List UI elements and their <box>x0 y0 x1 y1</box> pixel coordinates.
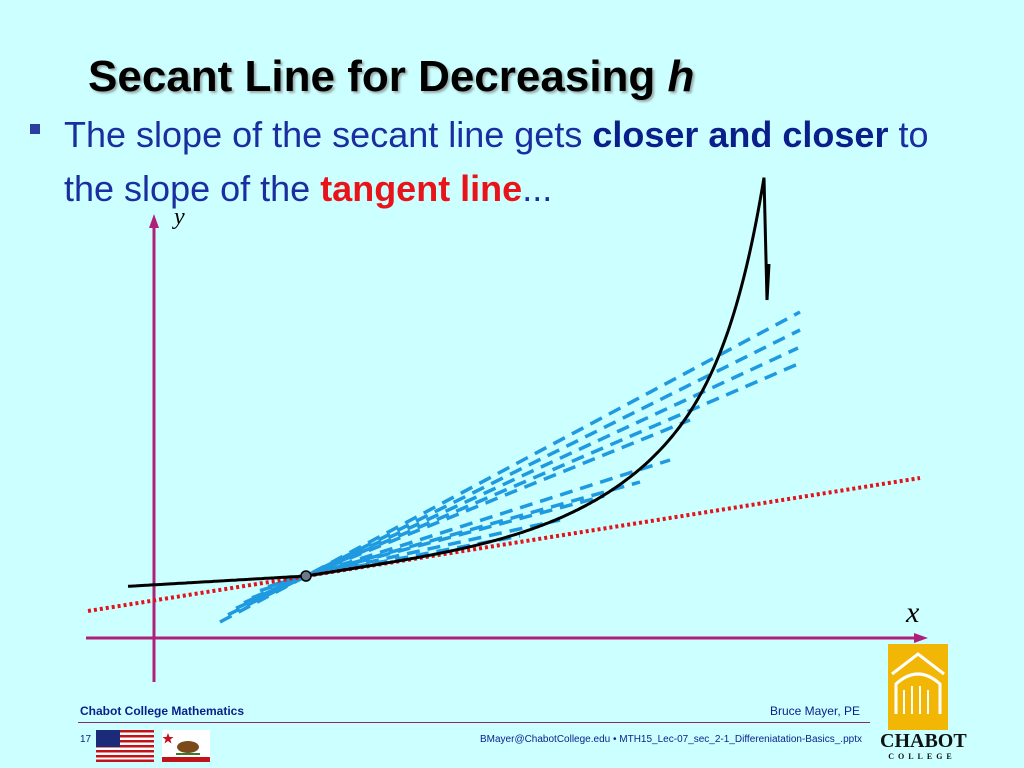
secant-line <box>243 362 799 605</box>
bullet-part-3: to the slope of the <box>64 114 929 209</box>
tangent-point-marker <box>300 570 312 582</box>
california-flag-icon <box>162 730 210 762</box>
file-reference: BMayer@ChabotCollege.edu • MTH15_Lec-07_… <box>479 734 862 745</box>
slide-title: Secant Line for Decreasing h <box>88 52 694 102</box>
function-curve <box>127 177 771 588</box>
slide-title-variable: h <box>667 52 695 101</box>
secant-line <box>275 494 605 586</box>
tangent-line <box>87 476 921 613</box>
bullet-ellipsis: ... <box>522 168 553 209</box>
bullet-emphasis-tangent: tangent line <box>320 168 523 209</box>
bullet-marker <box>30 124 40 134</box>
bullet-emphasis-closer: closer and closer <box>592 114 889 155</box>
footer-divider <box>78 722 870 723</box>
y-axis-label: y <box>174 204 185 230</box>
bullet-part-1: The slope of the secant line gets <box>64 114 593 155</box>
axes <box>86 214 928 682</box>
secant-lines <box>219 310 801 624</box>
page-number: 17 <box>80 734 92 745</box>
bullet-text: The slope of the secant line gets closer… <box>64 108 984 216</box>
logo-name: CHABOT <box>880 730 967 752</box>
logo-subtitle: COLLEGE <box>888 752 956 761</box>
y-axis-arrow <box>149 214 159 228</box>
tangent-point <box>300 570 312 582</box>
x-axis-label: x <box>906 596 920 629</box>
slide-title-text: Secant Line for Decreasing <box>88 52 668 101</box>
x-axis-arrow <box>914 633 928 643</box>
footer-course: Chabot College Mathematics <box>80 704 245 718</box>
chabot-logo-icon: CHABOT COLLEGE <box>880 644 967 764</box>
tangent-line-path <box>87 476 921 613</box>
curve-path <box>127 177 771 588</box>
chabot-logo-building-icon <box>888 644 948 730</box>
secant-line <box>251 418 691 600</box>
us-flag-icon <box>96 730 154 762</box>
footer-author: Bruce Mayer, PE <box>769 704 860 718</box>
secant-line <box>235 346 799 610</box>
